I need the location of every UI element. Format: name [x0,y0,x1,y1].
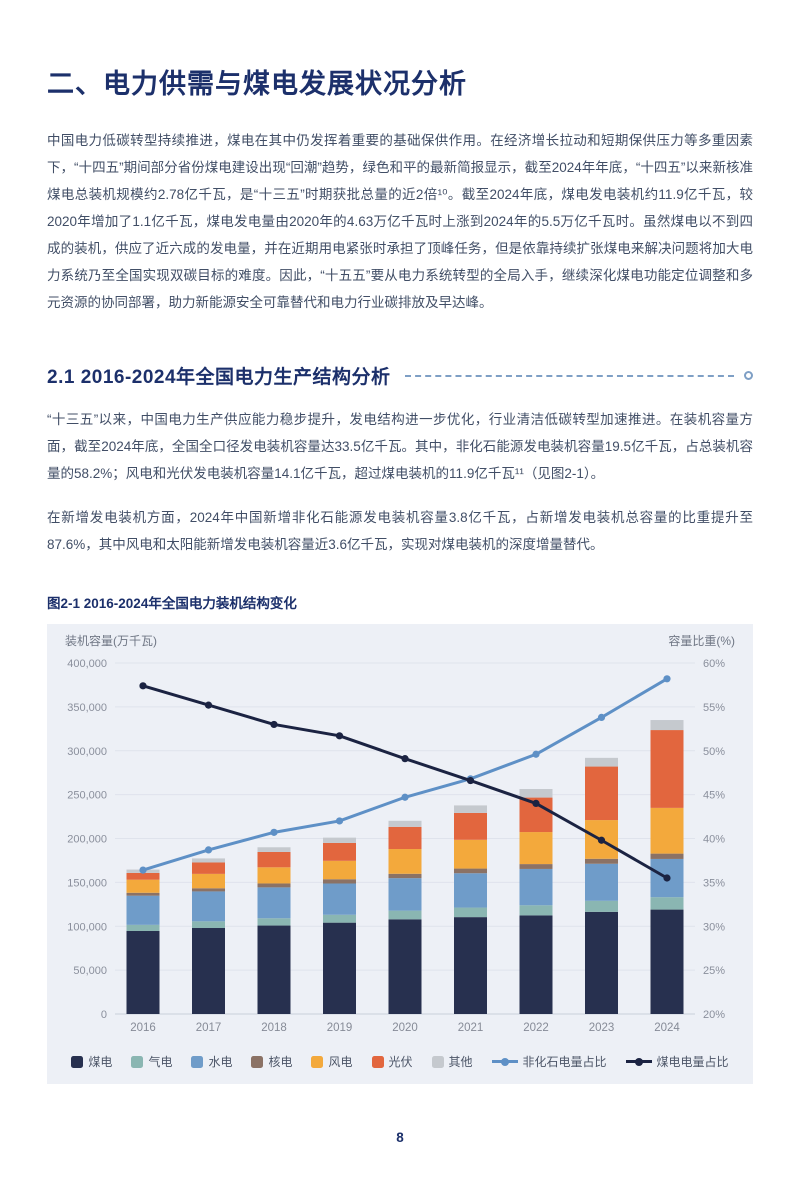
svg-text:300,000: 300,000 [67,746,107,758]
svg-text:25%: 25% [703,965,725,977]
legend-label: 煤电电量占比 [656,1055,729,1069]
legend-item-其他: 其他 [431,1053,473,1070]
x-tick-label: 2019 [327,1022,353,1034]
x-tick-label: 2016 [130,1022,156,1034]
legend-item-气电: 气电 [131,1053,172,1070]
svg-text:250,000: 250,000 [67,790,107,802]
report-page: 二、电力供需与煤电发展状况分析 中国电力低碳转型持续推进，煤电在其中仍发挥着重要… [0,62,800,1084]
svg-text:200,000: 200,000 [67,834,107,846]
svg-text:150,000: 150,000 [67,877,107,889]
legend-label: 非化石电量占比 [522,1055,607,1069]
svg-text:0: 0 [101,1009,107,1021]
svg-text:50%: 50% [703,746,725,758]
chart-plot-area: 装机容量(万千瓦) 容量比重(%) 0 50,000 100,000 150,000 200… [65,633,735,1034]
legend-swatch-icon [191,1055,204,1068]
svg-text:400,000: 400,000 [67,658,107,670]
page-number: 8 [396,1130,404,1145]
x-tick-label: 2024 [654,1022,680,1034]
legend-label: 核电 [268,1055,293,1069]
legend-item-光伏: 光伏 [371,1053,413,1070]
section-dash-end-circle-icon [744,371,753,380]
svg-text:40%: 40% [703,834,725,846]
stacked-bars [126,720,684,1014]
legend-swatch-icon [71,1055,84,1068]
section-heading-row: 2.1 2016-2024年全国电力生产结构分析 [47,362,753,389]
legend-swatch-icon [251,1055,264,1068]
svg-text:60%: 60% [703,658,725,670]
legend-line-icon [625,1057,652,1066]
svg-text:350,000: 350,000 [67,702,107,714]
x-tick-label: 2021 [458,1022,484,1034]
chart-legend: 煤电 气电 水电 核电 风电 光伏 其他 非化石电量占比 煤电电量占比 [47,1053,753,1070]
x-tick-label: 2020 [392,1022,418,1034]
svg-text:20%: 20% [703,1009,725,1021]
page-title: 二、电力供需与煤电发展状况分析 [47,69,467,99]
paragraph-capacity: “十三五”以来，中国电力生产供应能力稳步提升，发电结构进一步优化，行业清洁低碳转… [47,412,753,481]
legend-item-非化石电量占比: 非化石电量占比 [491,1053,607,1070]
legend-label: 煤电 [88,1055,113,1069]
x-tick-label: 2018 [261,1022,287,1034]
legend-swatch-icon [431,1055,444,1068]
paragraph-new-capacity: 在新增发电装机方面，2024年中国新增非化石能源发电装机容量3.8亿千瓦，占新增… [47,510,753,552]
line-series-煤电电量占比 [139,682,671,882]
x-tick-label: 2017 [196,1022,222,1034]
svg-text:55%: 55% [703,702,725,714]
legend-item-煤电电量占比: 煤电电量占比 [625,1053,729,1070]
legend-item-煤电: 煤电 [71,1053,112,1070]
legend-item-风电: 风电 [311,1053,353,1070]
legend-label: 气电 [148,1055,173,1069]
figure-caption: 图2-1 2016-2024年全国电力装机结构变化 [47,596,297,611]
svg-text:45%: 45% [703,790,725,802]
capacity-structure-chart: 装机容量(万千瓦) 容量比重(%) 0 50,000 100,000 150,000 200… [47,624,753,1084]
svg-text:100,000: 100,000 [67,921,107,933]
legend-label: 其他 [448,1055,473,1069]
svg-text:30%: 30% [703,921,725,933]
paragraph-intro: 中国电力低碳转型持续推进，煤电在其中仍发挥着重要的基础保供作用。在经济增长拉动和… [47,133,753,310]
section-heading: 2.1 2016-2024年全国电力生产结构分析 [47,367,391,388]
legend-label: 光伏 [388,1055,413,1069]
legend-line-icon [491,1057,518,1066]
x-tick-label: 2022 [523,1022,549,1034]
svg-text:35%: 35% [703,877,725,889]
legend-swatch-icon [371,1055,384,1068]
legend-swatch-icon [311,1055,324,1068]
legend-label: 水电 [208,1055,233,1069]
legend-item-核电: 核电 [251,1053,292,1070]
legend-item-水电: 水电 [191,1053,232,1070]
legend-swatch-icon [131,1055,144,1068]
legend-label: 风电 [328,1055,353,1069]
left-axis-title: 装机容量(万千瓦) [65,633,157,648]
section-dash-line [404,374,734,377]
x-tick-label: 2023 [589,1022,615,1034]
right-axis-title: 容量比重(%) [668,633,735,648]
svg-text:50,000: 50,000 [73,965,107,977]
